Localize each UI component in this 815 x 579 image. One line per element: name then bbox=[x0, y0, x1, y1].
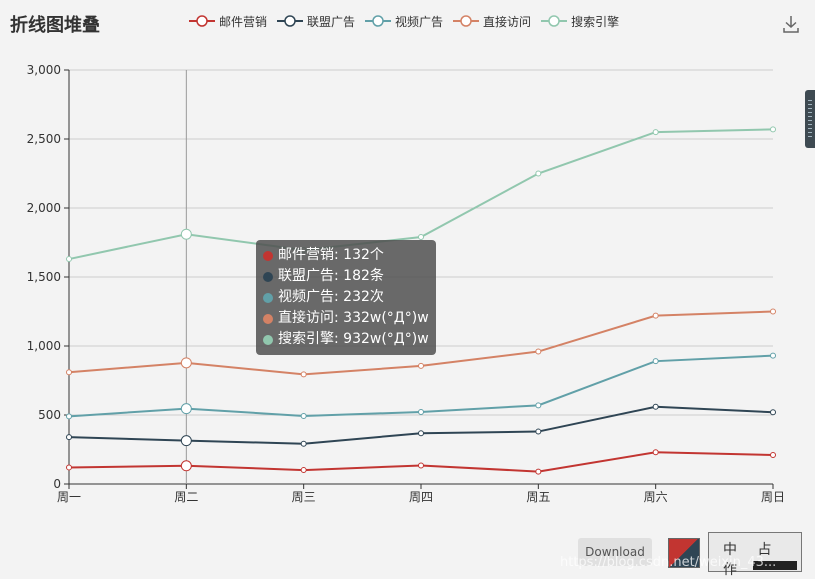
tooltip-row: 邮件营销: 132个 bbox=[263, 245, 429, 266]
legend-item[interactable]: 搜索引擎 bbox=[541, 13, 619, 30]
legend-label: 搜索引擎 bbox=[571, 14, 620, 29]
tooltip-dot bbox=[263, 292, 273, 303]
stamp-bar bbox=[753, 561, 797, 570]
data-point[interactable] bbox=[535, 468, 542, 475]
x-tick-label: 周五 bbox=[526, 490, 550, 504]
data-point[interactable] bbox=[180, 435, 192, 447]
y-tick-label: 0 bbox=[53, 477, 61, 491]
tooltip-dot bbox=[263, 334, 273, 345]
y-tick-label: 2,500 bbox=[27, 132, 61, 146]
tooltip-text: 邮件营销: 132个 bbox=[278, 247, 384, 263]
legend: 邮件营销 联盟广告 视频广告 直接访问 搜索引擎 bbox=[189, 11, 619, 31]
data-point[interactable] bbox=[66, 434, 72, 441]
tooltip: 邮件营销: 132个 联盟广告: 182条 视频广告: 232次直接访问: 332w… bbox=[256, 240, 436, 355]
data-point[interactable] bbox=[535, 170, 542, 177]
legend-label: 联盟广告 bbox=[307, 14, 356, 29]
theme-swatch[interactable] bbox=[668, 538, 700, 568]
legend-label: 直接访问 bbox=[483, 14, 532, 29]
watermark: https://blog.csdn.net/weixin_43... bbox=[560, 555, 777, 570]
data-point[interactable] bbox=[418, 362, 424, 369]
tooltip-dot bbox=[263, 313, 273, 324]
x-tick-label: 周六 bbox=[644, 490, 668, 504]
data-point[interactable] bbox=[180, 460, 192, 472]
side-panel-handle[interactable] bbox=[805, 90, 815, 148]
tooltip-text: 搜索引擎: 932w(°Д°)w bbox=[278, 331, 429, 347]
data-point[interactable] bbox=[770, 352, 776, 359]
tooltip-row: 视频广告: 232次 bbox=[263, 287, 429, 308]
data-point[interactable] bbox=[418, 462, 424, 469]
legend-item[interactable]: 邮件营销 bbox=[189, 13, 267, 30]
tooltip-row: 搜索引擎: 932w(°Д°)w bbox=[263, 329, 429, 350]
series-line-1 bbox=[68, 451, 774, 473]
data-point[interactable] bbox=[770, 308, 776, 315]
data-point[interactable] bbox=[66, 369, 72, 376]
y-tick-label: 2,000 bbox=[27, 201, 61, 215]
tooltip-dot bbox=[263, 271, 273, 282]
legend-swatch bbox=[277, 15, 304, 27]
data-point[interactable] bbox=[66, 256, 72, 263]
legend-swatch bbox=[189, 15, 215, 27]
x-tick-label: 周三 bbox=[292, 490, 316, 504]
data-point[interactable] bbox=[300, 440, 307, 447]
stamp-text: 中 占 作 bbox=[723, 542, 780, 578]
data-point[interactable] bbox=[418, 408, 424, 415]
x-tick-label: 周日 bbox=[761, 490, 785, 504]
legend-item[interactable]: 直接访问 bbox=[453, 13, 531, 30]
data-point[interactable] bbox=[770, 126, 776, 133]
tooltip-dot bbox=[263, 250, 273, 261]
data-point[interactable] bbox=[652, 403, 659, 410]
legend-label: 邮件营销 bbox=[219, 14, 268, 29]
legend-swatch bbox=[541, 15, 568, 27]
y-tick-label: 500 bbox=[38, 408, 61, 422]
data-point[interactable] bbox=[66, 413, 72, 420]
data-point[interactable] bbox=[418, 430, 424, 437]
tooltip-row: 联盟广告: 182条 bbox=[263, 266, 429, 287]
data-point[interactable] bbox=[300, 371, 307, 378]
legend-swatch bbox=[453, 15, 480, 27]
x-tick-label: 周一 bbox=[57, 490, 81, 504]
tooltip-text: 联盟广告: 182条 bbox=[278, 268, 384, 284]
data-point[interactable] bbox=[652, 449, 659, 456]
legend-item[interactable]: 联盟广告 bbox=[277, 13, 355, 30]
tooltip-text: 直接访问: 332w(°Д°)w bbox=[278, 310, 429, 326]
download-icon[interactable] bbox=[781, 14, 801, 34]
legend-item[interactable]: 视频广告 bbox=[365, 13, 443, 30]
y-tick-label: 1,000 bbox=[27, 339, 61, 353]
data-point[interactable] bbox=[66, 464, 72, 471]
legend-swatch bbox=[365, 15, 392, 27]
data-point[interactable] bbox=[652, 358, 659, 365]
x-tick-label: 周二 bbox=[174, 490, 198, 504]
legend-label: 视频广告 bbox=[395, 14, 444, 29]
download-button[interactable]: Download bbox=[578, 538, 652, 566]
data-point[interactable] bbox=[535, 402, 542, 409]
data-point[interactable] bbox=[652, 129, 659, 136]
data-point[interactable] bbox=[300, 412, 307, 419]
data-point[interactable] bbox=[652, 312, 659, 319]
data-point[interactable] bbox=[770, 409, 776, 416]
data-point[interactable] bbox=[180, 228, 192, 240]
chart-title: 折线图堆叠 bbox=[10, 15, 100, 36]
tooltip-text: 视频广告: 232次 bbox=[278, 289, 384, 305]
data-point[interactable] bbox=[180, 357, 192, 369]
data-point[interactable] bbox=[770, 452, 776, 459]
data-point[interactable] bbox=[535, 428, 542, 435]
data-point[interactable] bbox=[300, 467, 307, 474]
y-tick-label: 1,500 bbox=[27, 270, 61, 284]
x-tick-label: 周四 bbox=[409, 490, 433, 504]
stamp-image[interactable]: 中 占 作 bbox=[708, 532, 802, 578]
data-point[interactable] bbox=[535, 348, 542, 355]
y-tick-label: 3,000 bbox=[27, 63, 61, 77]
data-point[interactable] bbox=[180, 403, 192, 415]
tooltip-row: 直接访问: 332w(°Д°)w bbox=[263, 308, 429, 329]
data-point[interactable] bbox=[418, 233, 424, 240]
